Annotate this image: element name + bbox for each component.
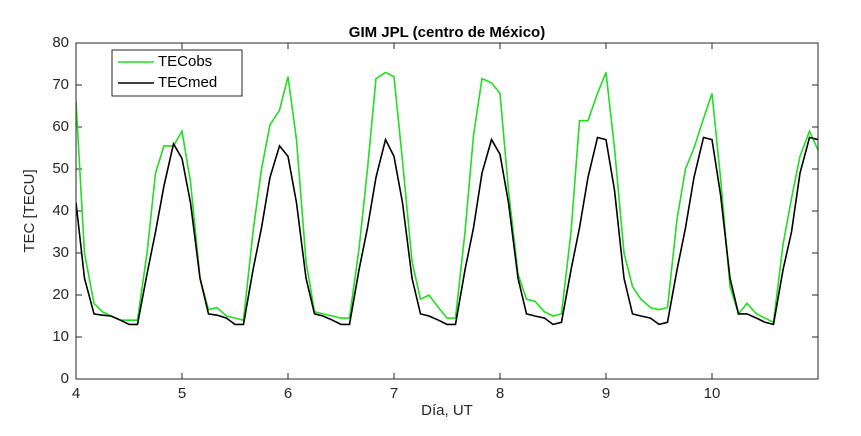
- y-tick-label: 60: [52, 118, 69, 135]
- y-tick-label: 80: [52, 34, 69, 51]
- x-tick-label: 7: [390, 385, 398, 402]
- x-tick-label: 9: [602, 385, 610, 402]
- y-tick-label: 0: [61, 370, 69, 387]
- axes-box: [75, 42, 819, 380]
- x-tick-label: 6: [284, 385, 292, 402]
- y-tick-label: 30: [52, 244, 69, 261]
- chart-title: GIM JPL (centro de México): [349, 24, 545, 41]
- series-line: [76, 136, 818, 326]
- legend-label: TECmed: [158, 74, 217, 91]
- x-tick-label: 10: [704, 385, 721, 402]
- y-tick-label: 40: [52, 202, 69, 219]
- legend-label: TECobs: [158, 53, 212, 70]
- y-axis-label: TEC [TECU]: [21, 169, 38, 252]
- x-tick-label: 4: [72, 385, 80, 402]
- y-tick-label: 70: [52, 76, 69, 93]
- x-axis-label: Día, UT: [421, 402, 473, 419]
- x-tick-label: 8: [496, 385, 504, 402]
- y-tick-label: 10: [52, 328, 69, 345]
- y-tick-label: 50: [52, 160, 69, 177]
- legend-box: [111, 49, 243, 97]
- y-tick-label: 20: [52, 286, 69, 303]
- x-tick-label: 5: [178, 385, 186, 402]
